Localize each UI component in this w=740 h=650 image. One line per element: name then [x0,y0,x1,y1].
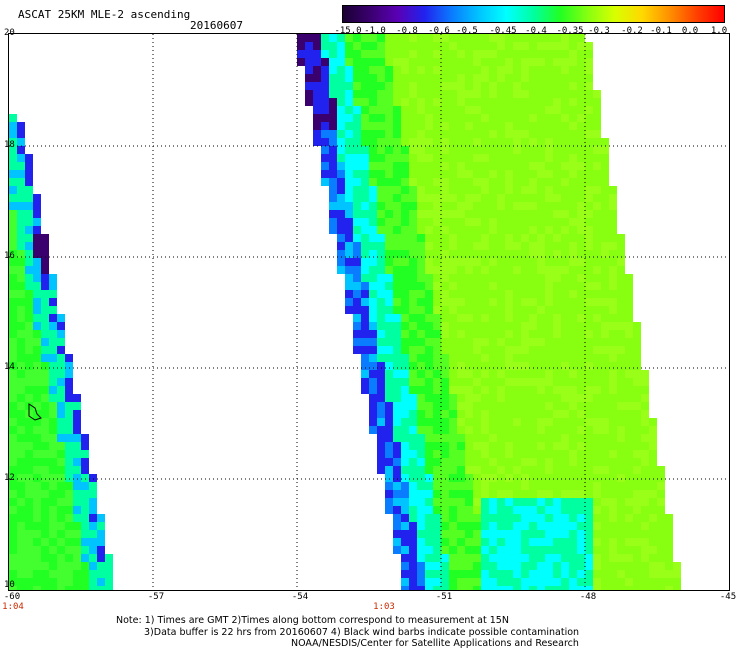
lat-label: 10 [4,580,15,590]
swath-map [9,34,729,590]
lat-label: 14 [4,362,15,372]
swath-time: 1:04 [2,602,24,612]
note-line: NOAA/NESDIS/Center for Satellite Applica… [291,638,579,649]
lat-label: 18 [4,140,15,150]
note-line: Note: 1) Times are GMT 2)Times along bot… [116,615,509,626]
colorbar-label: -1.0 [364,26,386,36]
lat-label: 12 [4,473,15,483]
map-panel [8,33,730,591]
map-title: ASCAT 25KM MLE-2 ascending [18,8,191,21]
colorbar-label: -0.4 [525,26,547,36]
island-outline [28,403,42,421]
lon-label: -54 [291,592,309,602]
lat-label: 20 [4,28,15,38]
colorbar-label: -0.6 [428,26,450,36]
lat-label: 16 [4,251,15,261]
colorbar-label: -0.5 [456,26,478,36]
lon-label: -45 [719,592,737,602]
colorbar-label: -0.35 [556,26,584,36]
footnotes: Note: 1) Times are GMT 2)Times along bot… [116,615,579,650]
colorbar-label: -0.8 [396,26,418,36]
swath-pixels [9,34,681,590]
colorbar-label: -15.0 [334,26,362,36]
note-line: 3)Data buffer is 22 hrs from 20160607 4)… [144,626,580,638]
colorbar-labels: -15.0 -1.0 -0.8 -0.6 -0.5 -0.45 -0.4 -0.… [334,26,734,38]
colorbar-label: -0.2 [621,26,643,36]
colorbar-label: 0.0 [681,26,699,36]
lon-label: -48 [579,592,597,602]
colorbar-label: -0.3 [588,26,610,36]
map-date: 20160607 [190,19,243,32]
swath-time: 1:03 [373,602,395,612]
lon-label: -60 [3,592,21,602]
lon-label: -57 [147,592,165,602]
colorbar [342,5,725,23]
colorbar-label: -0.45 [489,26,517,36]
lon-label: -51 [435,592,453,602]
colorbar-label: -0.1 [650,26,672,36]
colorbar-label: 1.0 [710,26,728,36]
